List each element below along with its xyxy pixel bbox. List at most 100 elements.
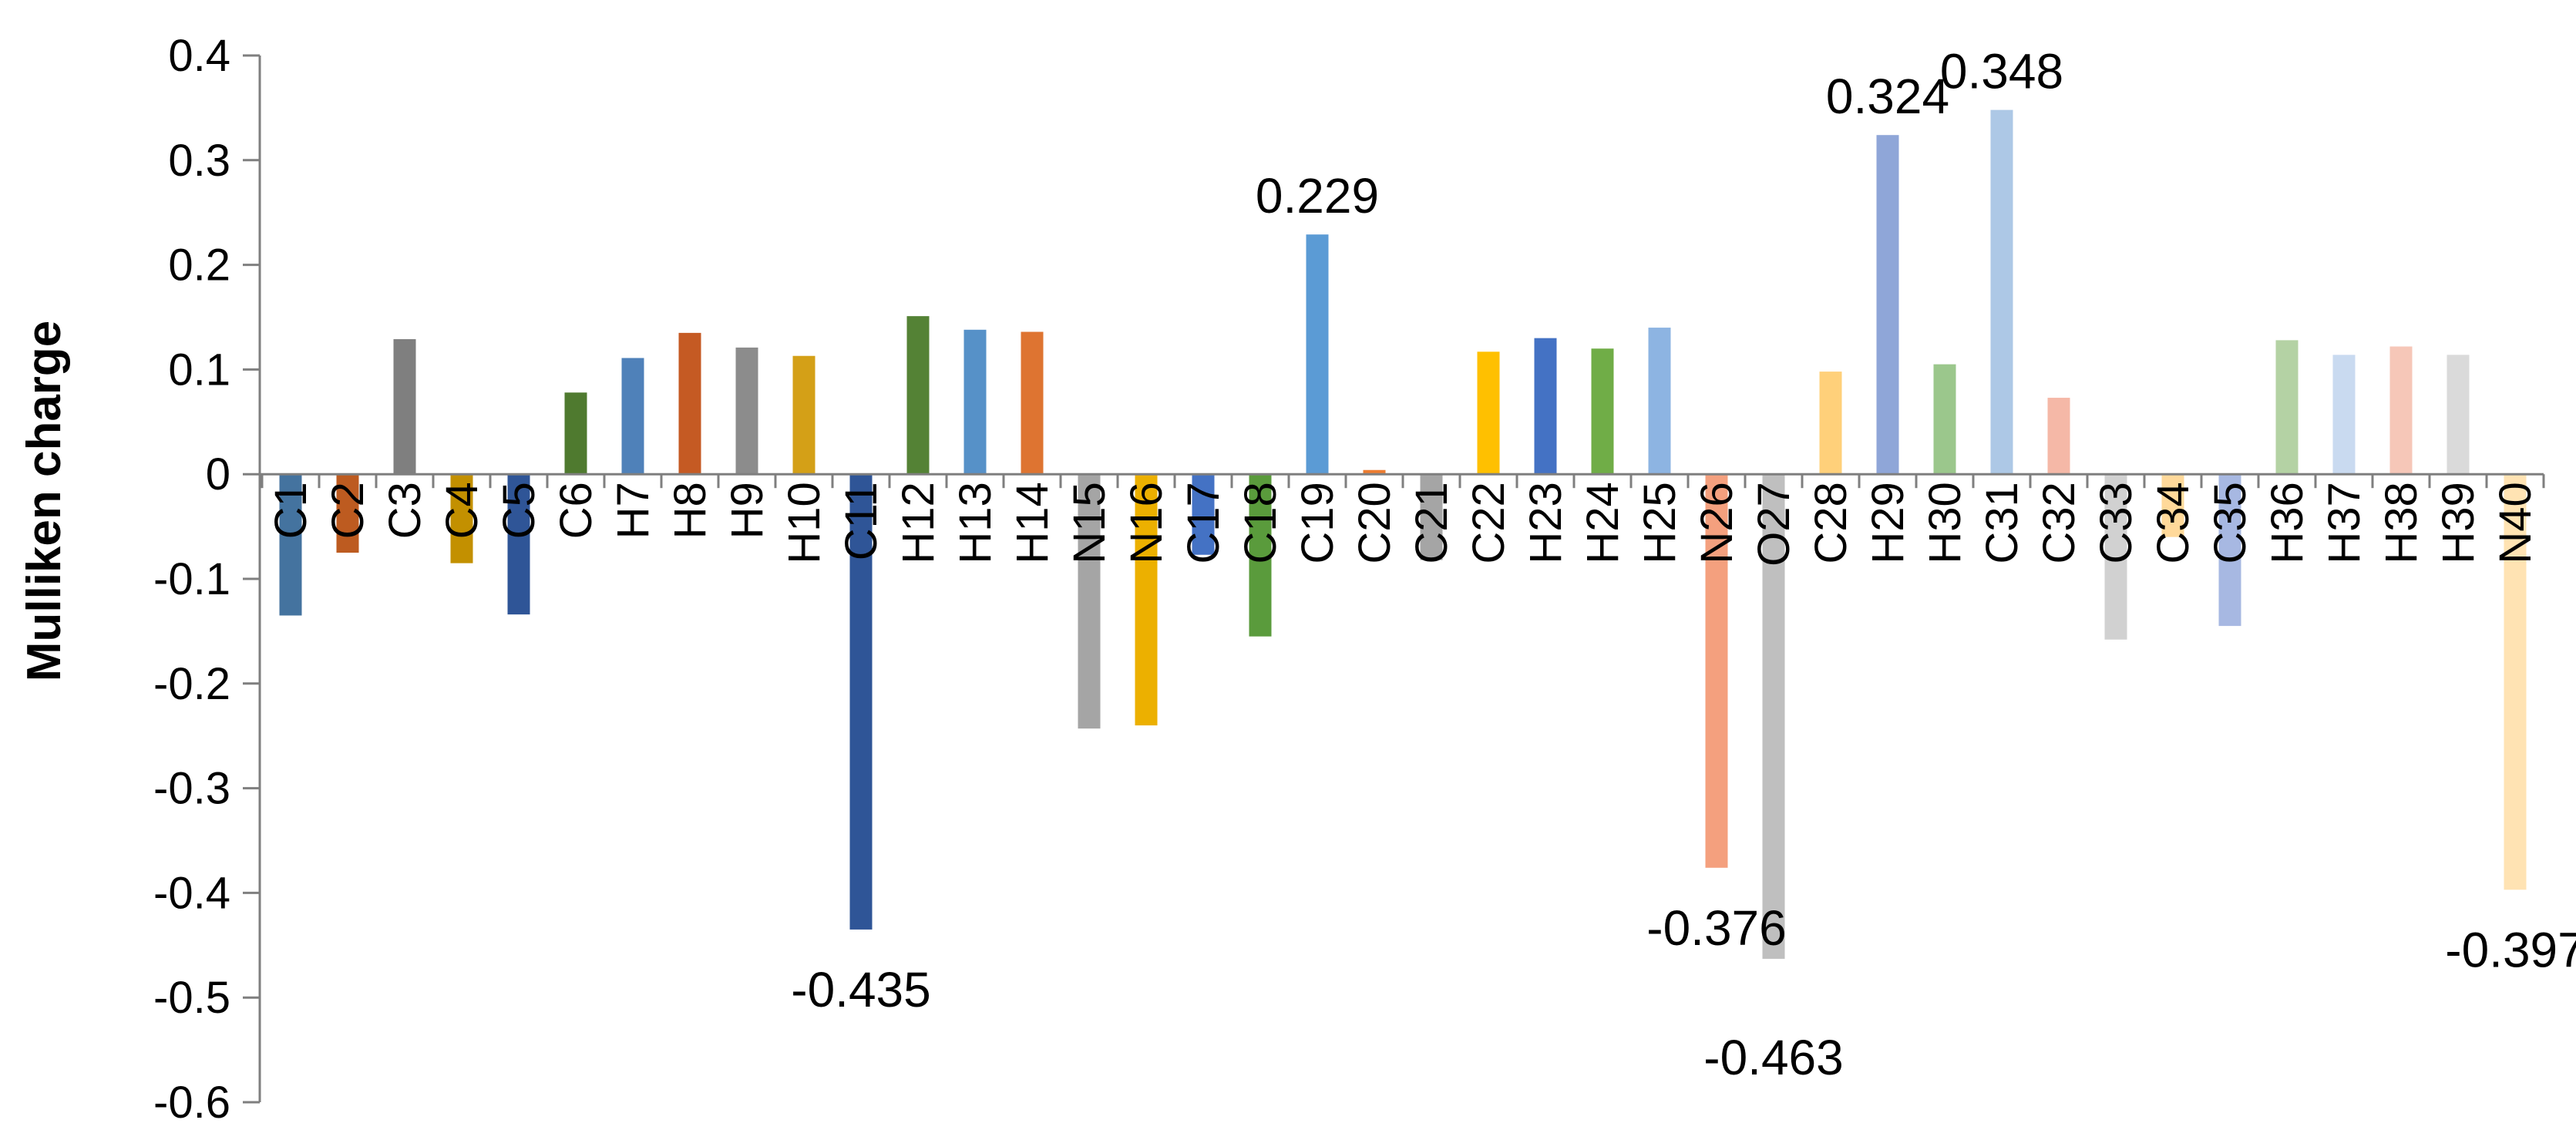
category-labels: C1 C2 C3 C4 C5 C6 H7 H8 H9 H10 C11 H12 H13 H14 N15 N16 C… (266, 482, 2541, 567)
category-label-c22: C22 (1464, 482, 1514, 563)
bar-c22 (1477, 351, 1500, 475)
y-axis: 0.4 0.3 0.2 0.1 0 -0.1 -0.2 -0.3 -0.4 -0.5 -0.6 (153, 31, 261, 1128)
category-label-o27: O27 (1749, 482, 1799, 567)
category-label-c31: C31 (1977, 482, 2027, 563)
bar-c21 (1420, 474, 1443, 560)
category-label-c2: C2 (323, 482, 373, 539)
bar-c4 (450, 474, 473, 563)
category-label-c6: C6 (551, 482, 601, 539)
bar-c32 (2047, 398, 2070, 475)
category-label-h37: H37 (2319, 482, 2369, 563)
category-label-c33: C33 (2091, 482, 2141, 563)
bar-o27 (1762, 474, 1785, 959)
category-label-c4: C4 (437, 482, 487, 539)
bar-h38 (2389, 346, 2413, 475)
bar-h30 (1933, 364, 1956, 475)
category-label-c20: C20 (1350, 482, 1400, 563)
data-label-c31: 0.348 (1940, 44, 2063, 99)
bar-n16 (1135, 474, 1158, 726)
category-label-c11: C11 (836, 482, 886, 560)
bar-h37 (2332, 355, 2356, 475)
category-label-c35: C35 (2205, 482, 2255, 563)
category-label-c17: C17 (1179, 482, 1229, 563)
bar-h23 (1534, 338, 1557, 475)
bar-n15 (1078, 474, 1101, 729)
bar-c17 (1192, 474, 1215, 555)
category-label-n40: N40 (2490, 482, 2541, 563)
bar-h36 (2275, 340, 2299, 475)
bar-h7 (621, 358, 644, 475)
bar-h10 (792, 355, 816, 475)
data-label-c11: -0.435 (791, 962, 930, 1017)
y-tick-label: -0.5 (153, 973, 230, 1023)
bar-h9 (735, 347, 758, 475)
category-label-h24: H24 (1578, 482, 1628, 563)
bar-h24 (1591, 348, 1614, 475)
bar-c33 (2104, 474, 2127, 640)
bar-h25 (1648, 328, 1671, 475)
category-label-h30: H30 (1920, 482, 1970, 563)
category-label-h12: H12 (893, 482, 943, 563)
category-label-n26: N26 (1692, 482, 1742, 563)
category-label-h7: H7 (608, 482, 658, 539)
y-tick-label: 0.3 (168, 136, 230, 186)
category-label-h39: H39 (2433, 482, 2484, 563)
bar-n26 (1705, 474, 1728, 868)
bar-h14 (1021, 331, 1044, 475)
bar-c6 (564, 392, 587, 475)
data-label-n26: -0.376 (1646, 900, 1786, 956)
bar-c34 (2161, 474, 2184, 537)
data-label-o27: -0.463 (1703, 1030, 1843, 1085)
bar-n40 (2504, 474, 2527, 890)
y-tick-label: -0.1 (153, 554, 230, 604)
bar-c5 (507, 474, 530, 615)
category-label-c3: C3 (380, 482, 430, 539)
category-label-c34: C34 (2148, 482, 2198, 563)
category-label-c18: C18 (1236, 482, 1286, 563)
category-label-c28: C28 (1806, 482, 1856, 563)
category-label-h23: H23 (1521, 482, 1571, 563)
bar-c1 (279, 474, 302, 616)
y-tick-label: 0.2 (168, 240, 230, 291)
bar-c35 (2218, 474, 2241, 627)
category-label-h36: H36 (2262, 482, 2312, 563)
category-label-n15: N15 (1064, 482, 1115, 563)
category-label-c21: C21 (1407, 482, 1457, 563)
data-label-n40: -0.397 (2445, 922, 2576, 977)
y-tick-label: -0.6 (153, 1078, 230, 1128)
category-label-c1: C1 (266, 482, 316, 539)
bar-c31 (1990, 109, 2013, 475)
y-tick-label: -0.4 (153, 868, 230, 918)
y-tick-label: 0.1 (168, 345, 230, 395)
bar-c28 (1819, 372, 1842, 475)
category-label-n16: N16 (1122, 482, 1172, 563)
bar-h29 (1876, 135, 1899, 475)
category-label-c32: C32 (2034, 482, 2084, 563)
category-label-h14: H14 (1007, 482, 1058, 563)
y-tick-label: 0.4 (168, 31, 230, 81)
category-label-h10: H10 (779, 482, 829, 563)
bar-h8 (678, 332, 701, 475)
category-label-c5: C5 (494, 482, 544, 539)
category-label-c19: C19 (1293, 482, 1343, 563)
bar-h12 (906, 316, 930, 475)
category-label-h13: H13 (950, 482, 1000, 563)
category-label-h38: H38 (2376, 482, 2426, 563)
bar-h39 (2447, 355, 2470, 475)
category-label-h8: H8 (665, 482, 715, 539)
y-axis-title: Mulliken charge (18, 321, 71, 682)
bar-c18 (1249, 474, 1272, 637)
bar-c2 (336, 474, 359, 553)
data-label-h29: 0.324 (1826, 69, 1949, 124)
zero-axis (260, 472, 2545, 489)
bar-c11 (849, 474, 873, 930)
bar-h13 (963, 329, 987, 475)
data-label-c19: 0.229 (1256, 168, 1379, 224)
y-tick-label: -0.2 (153, 659, 230, 709)
y-tick-label: 0 (206, 449, 230, 499)
bar-c3 (393, 339, 416, 475)
category-label-h29: H29 (1863, 482, 1913, 563)
bars (279, 109, 2527, 959)
